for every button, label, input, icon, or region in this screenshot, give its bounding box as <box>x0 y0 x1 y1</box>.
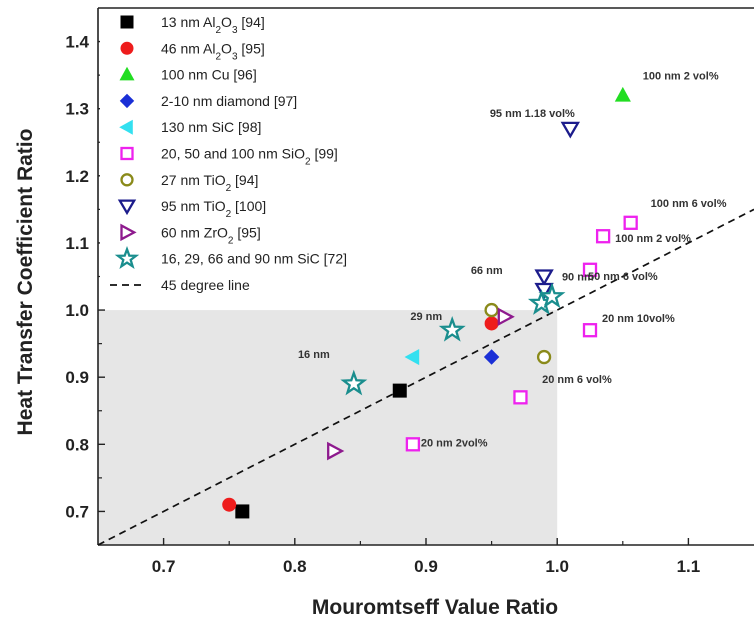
data-point-series-6 <box>582 262 598 277</box>
data-points-layer <box>222 86 638 519</box>
data-point-series-8 <box>534 269 554 287</box>
data-point-series-2 <box>222 497 237 512</box>
y-tick-label: 0.8 <box>65 435 89 454</box>
legend-marker <box>119 66 135 81</box>
annotation-label: 20 nm 6 vol% <box>542 374 612 386</box>
legend-label: 130 nm SiC [98] <box>161 119 261 135</box>
data-point-series-8 <box>534 282 554 300</box>
legend-box <box>100 10 420 300</box>
legend-label: 20, 50 and 100 nm SiO2 [99] <box>161 146 338 168</box>
annotation-label: 100 nm 2 vol% <box>615 233 691 245</box>
x-tick-label: 0.9 <box>414 557 438 576</box>
data-point-series-10 <box>538 282 566 309</box>
annotation-label: 20 nm 10vol% <box>602 313 675 325</box>
data-point-series-9 <box>327 441 345 461</box>
annotation-label: 29 nm <box>410 311 442 323</box>
reference-line-45-degree <box>97 208 754 546</box>
data-point-series-6 <box>595 229 611 244</box>
legend-label: 2-10 nm diamond [97] <box>161 93 297 109</box>
legend: 13 nm Al2O3 [94] 46 nm Al2O3 [95] 100 nm C… <box>100 10 420 300</box>
legend-marker <box>114 245 140 270</box>
legend-marker <box>119 93 135 109</box>
data-point-series-1 <box>392 383 407 398</box>
annotation-label: 20 nm 2vol% <box>421 437 488 449</box>
x-axis-title: Mouromtseff Value Ratio <box>312 596 558 619</box>
annotation-label: 50 nm 6 vol% <box>588 271 658 283</box>
annotation-label: 90 nm <box>562 272 594 284</box>
x-tick-label: 0.7 <box>152 557 176 576</box>
annotation-label: 100 nm 2 vol% <box>643 70 719 82</box>
legend-label: 27 nm TiO2 [94] <box>161 172 258 194</box>
data-point-series-5 <box>404 349 420 366</box>
data-point-series-10 <box>438 315 466 342</box>
reference-line-layer <box>97 208 754 546</box>
annotation-label: 100 nm 6 vol% <box>651 198 727 210</box>
data-point-series-2 <box>484 316 499 331</box>
data-point-series-9 <box>497 307 515 327</box>
x-tick-label: 0.8 <box>283 557 307 576</box>
legend-marker <box>120 173 134 187</box>
legend-label: 100 nm Cu [96] <box>161 67 257 83</box>
x-tick-label: 1.1 <box>677 557 701 576</box>
annotations-layer: 100 nm 2 vol% 95 nm 1.18 vol% 100 nm 6 vol… <box>298 70 727 449</box>
legend-marker <box>117 199 137 216</box>
data-point-series-3 <box>614 86 631 102</box>
y-tick-label: 0.7 <box>65 502 89 521</box>
data-point-series-10 <box>340 369 368 396</box>
data-point-series-6 <box>623 215 638 230</box>
y-tick-label: 1.3 <box>65 100 89 119</box>
data-point-series-7 <box>536 349 552 365</box>
y-tick-label: 1.4 <box>65 33 89 52</box>
legend-label: 16, 29, 66 and 90 nm SiC [72] <box>161 251 347 267</box>
legend-label: 45 degree line <box>161 277 250 293</box>
annotation-label: 95 nm 1.18 vol% <box>490 108 575 120</box>
legend-label: 95 nm TiO2 [100] <box>161 198 266 220</box>
y-tick-label: 1.0 <box>65 301 89 320</box>
data-point-series-7 <box>484 302 499 318</box>
y-tick-label: 1.2 <box>65 167 89 186</box>
legend-marker <box>120 15 134 29</box>
legend-marker <box>120 223 137 242</box>
y-tick-label: 0.9 <box>65 368 89 387</box>
legend-marker <box>120 146 134 161</box>
data-point-series-6 <box>405 437 421 452</box>
legend-label: 46 nm Al2O3 [95] <box>161 40 265 62</box>
data-point-series-8 <box>560 121 580 139</box>
annotation-label: 16 nm <box>298 349 330 361</box>
data-point-series-4 <box>483 349 500 365</box>
legend-marker <box>119 119 133 135</box>
legend-label: 60 nm ZrO2 [95] <box>161 224 261 246</box>
data-point-series-1 <box>235 504 250 519</box>
data-point-series-6 <box>582 323 598 338</box>
data-point-series-6 <box>513 390 528 405</box>
annotation-label: 66 nm <box>471 265 503 277</box>
y-axis-title: Heat Transfer Coefficient Ratio <box>14 129 37 436</box>
x-tick-label: 1.0 <box>545 557 569 576</box>
axes-layer: 0.7 0.8 0.9 1.0 1.1 0.7 0.8 0.9 1.0 1.1 1.2 1.3 1.4 <box>65 7 754 576</box>
legend-marker <box>120 41 134 55</box>
y-tick-label: 1.1 <box>65 234 89 253</box>
legend-label: 13 nm Al2O3 [94] <box>161 14 265 36</box>
